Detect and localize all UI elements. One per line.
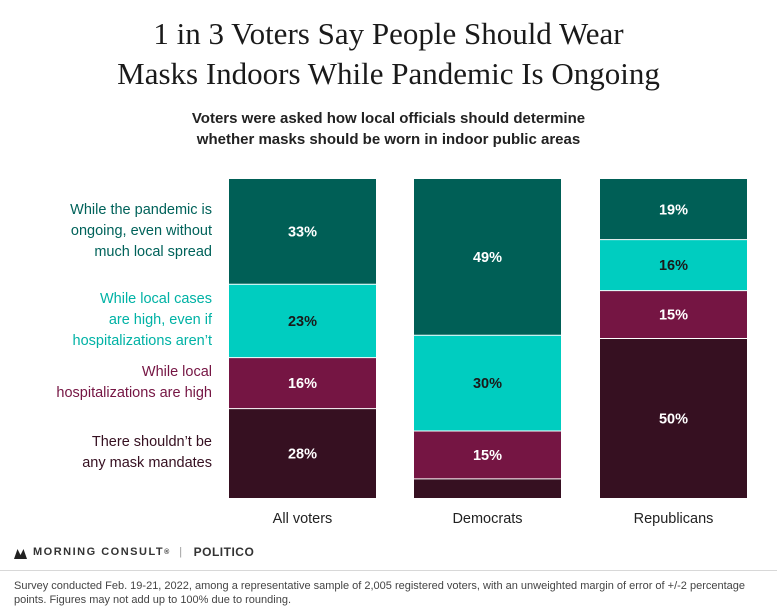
stacked-bar-chart: 33% 23% 16% 28% All voters 49% 30% 15% Democrats… bbox=[229, 179, 747, 527]
politico-wordmark: POLITICO bbox=[193, 545, 255, 559]
trademark-mark: ® bbox=[164, 548, 170, 556]
data-label: 16% bbox=[288, 376, 317, 392]
legend-line: While local bbox=[141, 364, 212, 381]
brand-separator: | bbox=[179, 546, 184, 558]
brand-footer: MORNING CONSULT ® | POLITICO bbox=[14, 545, 254, 559]
data-label: 19% bbox=[659, 202, 688, 218]
category-label: Democrats bbox=[452, 511, 522, 527]
methodology-note: Survey conducted Feb. 19-21, 2022, among… bbox=[14, 579, 764, 607]
data-label: 15% bbox=[659, 308, 688, 324]
legend-line: There shouldn’t be bbox=[91, 434, 212, 451]
data-label: 15% bbox=[473, 448, 502, 464]
legend-entry-1: While the pandemic is ongoing, even witho… bbox=[0, 200, 212, 263]
legend-line: are high, even if bbox=[108, 312, 212, 329]
subtitle-line-2: whether masks should be worn in indoor p… bbox=[196, 131, 581, 148]
data-label: 23% bbox=[288, 314, 317, 330]
data-label: 49% bbox=[473, 250, 502, 266]
legend-line: ongoing, even without bbox=[70, 223, 212, 240]
bar-all-voters-segment-2 bbox=[229, 284, 376, 358]
bar-all-voters-segment-4 bbox=[229, 408, 376, 498]
bar-democrats-segment-3 bbox=[414, 431, 561, 479]
morning-consult-logo-icon bbox=[14, 548, 27, 559]
category-label: Republicans bbox=[634, 511, 714, 527]
legend-entry-3: While local hospitalizations are high bbox=[0, 362, 212, 404]
data-label: 30% bbox=[473, 376, 502, 392]
data-label: 28% bbox=[288, 446, 317, 462]
data-label: 33% bbox=[288, 225, 317, 241]
legend-entry-2: While local cases are high, even if hospit… bbox=[0, 289, 212, 352]
subtitle-line-1: Voters were asked how local officials sh… bbox=[191, 110, 586, 127]
title-line-1: 1 in 3 Voters Say People Should Wear bbox=[153, 16, 624, 51]
legend-line: any mask mandates bbox=[82, 455, 212, 472]
bar-all-voters-segment-1 bbox=[229, 179, 376, 285]
bar-democrats-segment-2 bbox=[414, 335, 561, 432]
legend-line: hospitalizations are high bbox=[56, 385, 212, 402]
category-label: All voters bbox=[273, 511, 333, 527]
chart-title: 1 in 3 Voters Say People Should Wear Mas… bbox=[0, 14, 777, 94]
legend-line: While the pandemic is bbox=[70, 202, 212, 219]
data-label: 50% bbox=[659, 411, 688, 427]
legend-entry-4: There shouldn’t be any mask mandates bbox=[0, 432, 212, 474]
morning-consult-wordmark: MORNING CONSULT bbox=[33, 546, 165, 558]
bar-republicans-segment-2 bbox=[600, 239, 747, 291]
data-label: 16% bbox=[659, 258, 688, 274]
bar-republicans-segment-3 bbox=[600, 290, 747, 339]
bar-democrats-segment-1 bbox=[414, 179, 561, 336]
bar-all-voters-segment-3 bbox=[229, 357, 376, 409]
title-line-2: Masks Indoors While Pandemic Is Ongoing bbox=[117, 56, 660, 91]
bar-republicans-segment-1 bbox=[600, 179, 747, 240]
bar-democrats-segment-4 bbox=[414, 478, 561, 498]
legend-line: While local cases bbox=[99, 291, 212, 308]
note-line-2: points. Figures may not add up to 100% d… bbox=[14, 594, 292, 606]
bar-republicans-segment-4 bbox=[600, 338, 747, 498]
legend-line: hospitalizations aren’t bbox=[72, 333, 212, 350]
chart-subtitle: Voters were asked how local officials sh… bbox=[0, 108, 777, 150]
legend-line: much local spread bbox=[94, 244, 212, 261]
footer-divider bbox=[0, 570, 777, 571]
note-line-1: Survey conducted Feb. 19-21, 2022, among… bbox=[14, 580, 746, 592]
